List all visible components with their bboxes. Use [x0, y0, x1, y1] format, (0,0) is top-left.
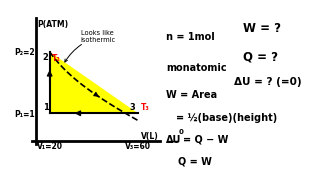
Text: P(ATM): P(ATM)	[37, 20, 69, 29]
Text: monatomic: monatomic	[166, 63, 227, 73]
Text: = Q − W: = Q − W	[183, 135, 228, 145]
Text: W = Area: W = Area	[166, 90, 218, 100]
Text: ΔU: ΔU	[166, 135, 182, 145]
Text: Q = ?: Q = ?	[243, 50, 278, 63]
Text: 0: 0	[178, 129, 183, 135]
Text: Q = W: Q = W	[178, 157, 212, 167]
Text: 3: 3	[130, 103, 136, 112]
Text: T₃: T₃	[141, 103, 150, 112]
Text: T₂: T₂	[52, 54, 60, 63]
Text: n = 1mol: n = 1mol	[166, 32, 215, 42]
Text: 2: 2	[42, 53, 48, 62]
Polygon shape	[50, 52, 138, 113]
Text: W = ?: W = ?	[243, 22, 281, 35]
Text: ΔU = ? (=0): ΔU = ? (=0)	[234, 77, 301, 87]
Text: Looks like
isothermic: Looks like isothermic	[65, 30, 116, 62]
Text: = ½(base)(height): = ½(base)(height)	[176, 113, 277, 123]
Text: 1: 1	[43, 103, 49, 112]
Text: V(L): V(L)	[141, 132, 159, 141]
